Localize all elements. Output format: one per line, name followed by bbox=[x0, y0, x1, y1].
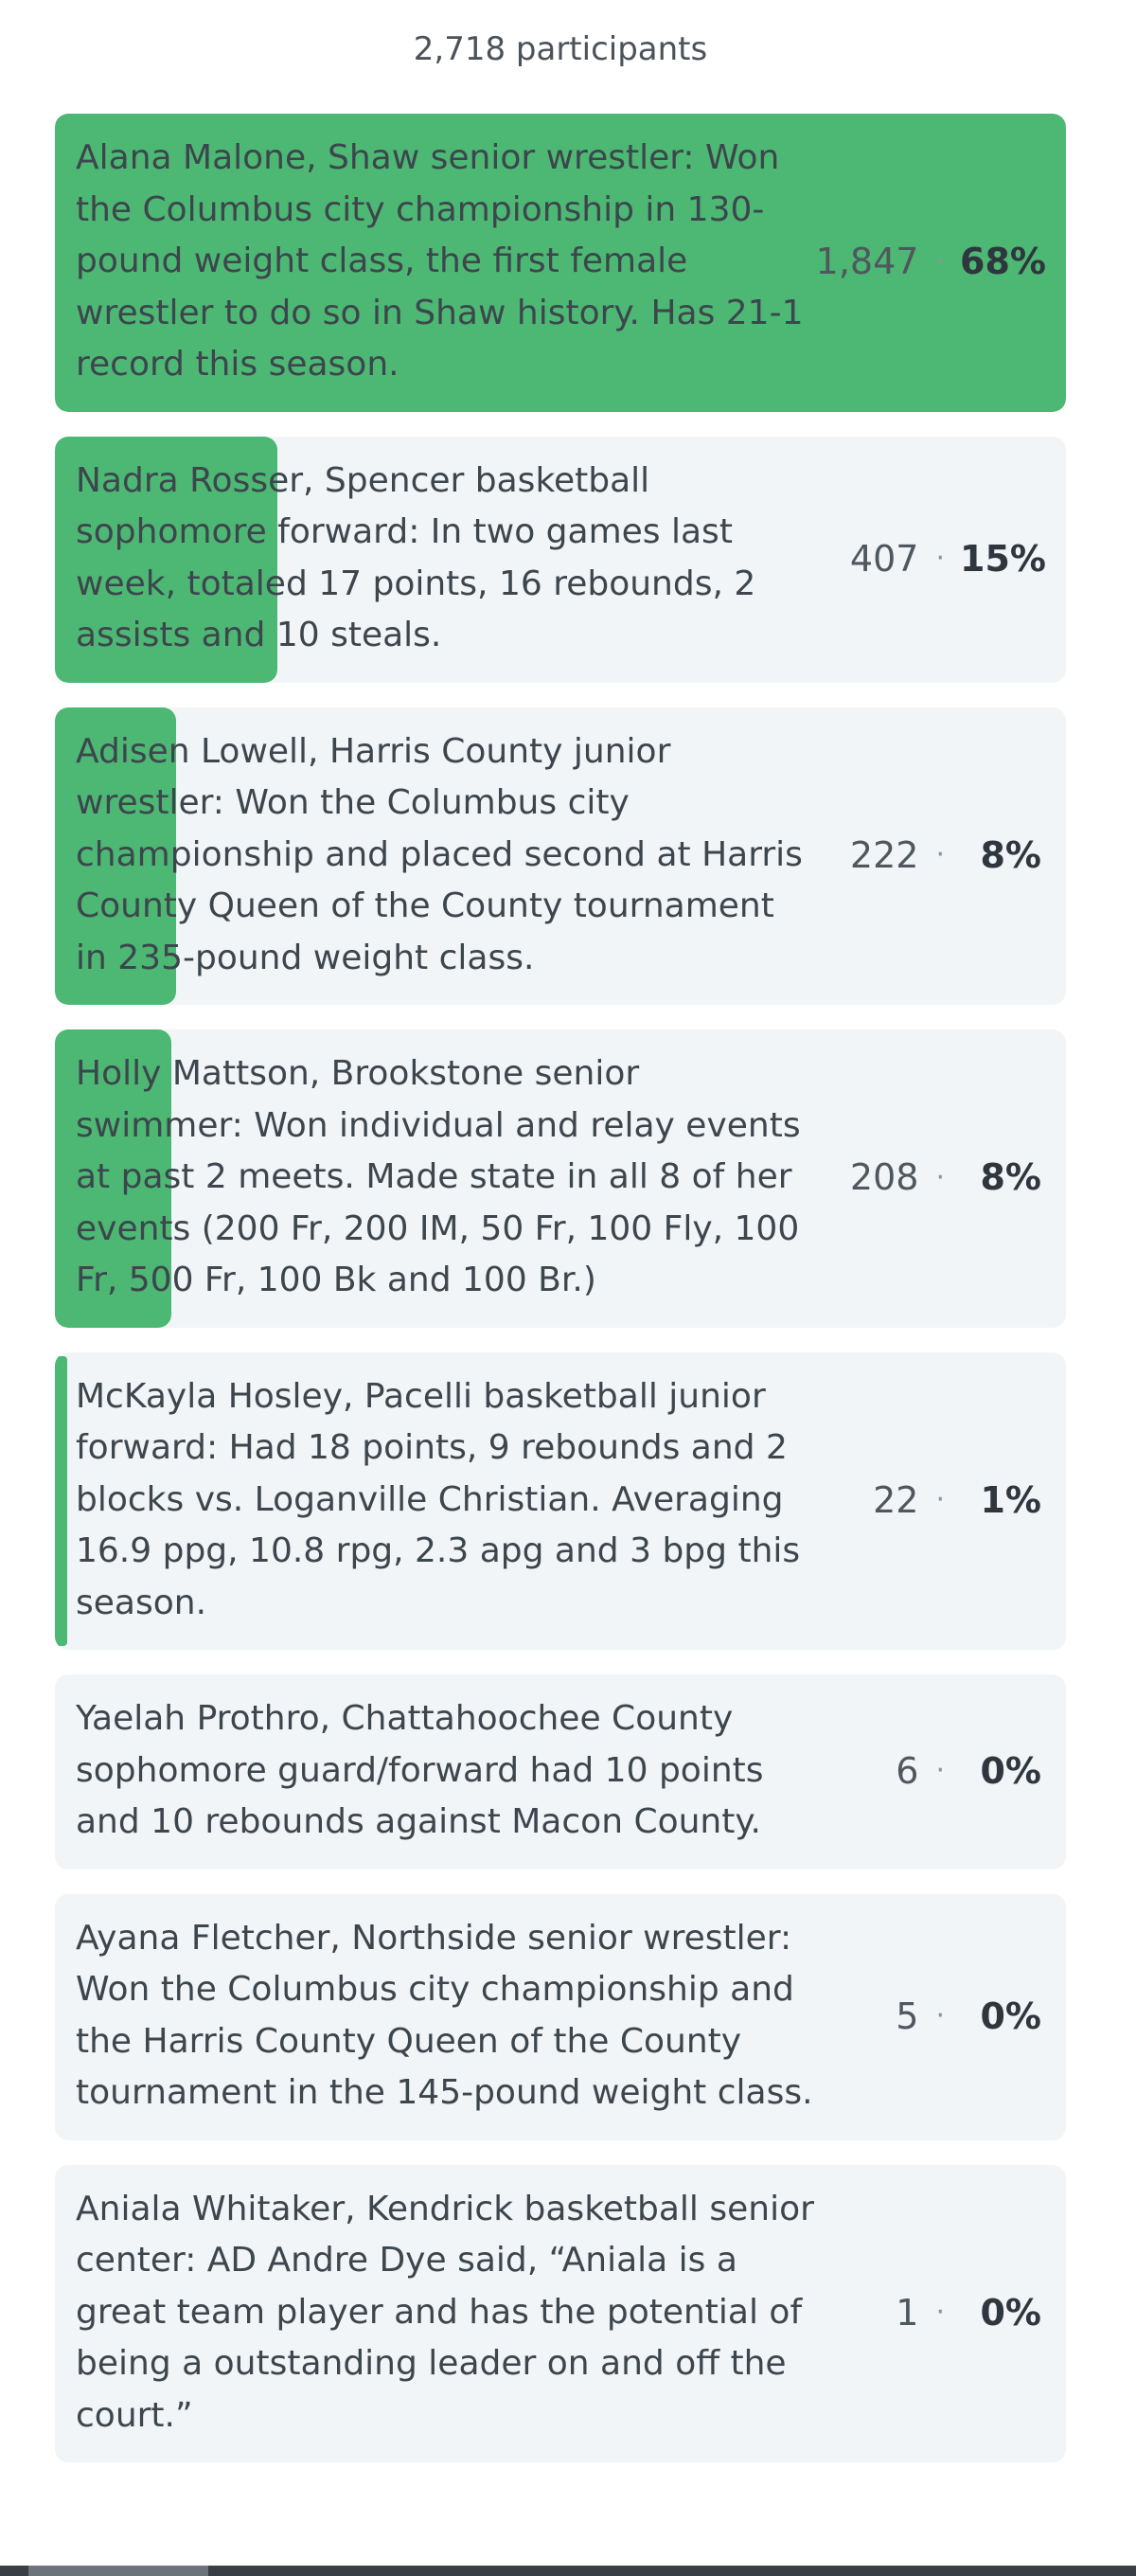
separator-dot: · bbox=[935, 1999, 945, 2032]
separator-dot: · bbox=[935, 244, 945, 278]
separator-dot: · bbox=[935, 1160, 945, 1194]
option-stats: 407 · 15% bbox=[814, 537, 1046, 580]
vote-count: 22 bbox=[873, 1478, 919, 1521]
poll-option[interactable]: Nadra Rosser, Spencer basketball sophomo… bbox=[55, 436, 1066, 683]
result-bar bbox=[55, 1355, 67, 1646]
option-stats: 22 · 1% bbox=[814, 1479, 1041, 1521]
result-bar bbox=[55, 436, 277, 683]
option-label: Alana Malone, Shaw senior wrestler: Won … bbox=[76, 138, 804, 384]
option-label: Nadra Rosser, Spencer basketball sophomo… bbox=[76, 460, 756, 655]
poll-option[interactable]: Adisen Lowell, Harris County junior wres… bbox=[55, 707, 1066, 1005]
option-label: Holly Mattson, Brookstone senior swimmer… bbox=[76, 1054, 801, 1299]
poll-option[interactable]: Aniala Whitaker, Kendrick basketball sen… bbox=[55, 2164, 1066, 2462]
vote-percent: 15% bbox=[960, 537, 1046, 580]
poll-option[interactable]: Alana Malone, Shaw senior wrestler: Won … bbox=[55, 114, 1066, 412]
option-stats: 1,847 · 68% bbox=[814, 241, 1046, 283]
vote-count: 1 bbox=[896, 2291, 919, 2334]
separator-dot: · bbox=[935, 2296, 945, 2330]
horizontal-scrollbar[interactable] bbox=[0, 2566, 1136, 2576]
option-label: Adisen Lowell, Harris County junior wres… bbox=[76, 731, 803, 977]
poll-option[interactable]: McKayla Hosley, Pacelli basketball junio… bbox=[55, 1351, 1066, 1650]
poll-option[interactable]: Ayana Fletcher, Northside senior wrestle… bbox=[55, 1893, 1066, 2140]
separator-dot: · bbox=[935, 1754, 945, 1788]
vote-percent: 1% bbox=[980, 1478, 1041, 1521]
option-label: McKayla Hosley, Pacelli basketball junio… bbox=[76, 1376, 801, 1622]
separator-dot: · bbox=[935, 838, 945, 872]
option-stats: 5 · 0% bbox=[814, 1995, 1041, 2037]
option-label: Yaelah Prothro, Chattahoochee County sop… bbox=[76, 1699, 764, 1841]
vote-percent: 0% bbox=[980, 1749, 1041, 1792]
poll-option[interactable]: Yaelah Prothro, Chattahoochee County sop… bbox=[55, 1674, 1066, 1869]
result-bar bbox=[55, 114, 1066, 412]
vote-count: 208 bbox=[849, 1156, 919, 1199]
vote-count: 6 bbox=[896, 1749, 919, 1792]
separator-dot: · bbox=[935, 1483, 945, 1517]
vote-count: 1,847 bbox=[815, 241, 919, 283]
vote-percent: 0% bbox=[980, 2291, 1041, 2334]
option-label: Aniala Whitaker, Kendrick basketball sen… bbox=[76, 2189, 814, 2435]
poll-option[interactable]: Holly Mattson, Brookstone senior swimmer… bbox=[55, 1029, 1066, 1328]
participants-count: 2,718 participants bbox=[413, 30, 708, 68]
vote-percent: 68% bbox=[960, 241, 1046, 283]
poll-results-list: Alana Malone, Shaw senior wrestler: Won … bbox=[55, 114, 1066, 2487]
option-stats: 208 · 8% bbox=[814, 1156, 1041, 1198]
vote-percent: 8% bbox=[980, 833, 1041, 876]
vote-count: 5 bbox=[896, 1995, 919, 2037]
result-bar bbox=[55, 707, 177, 1005]
vote-count: 222 bbox=[849, 833, 919, 876]
vote-percent: 0% bbox=[980, 1995, 1041, 2037]
vote-percent: 8% bbox=[980, 1156, 1041, 1199]
scrollbar-thumb[interactable] bbox=[28, 2566, 208, 2576]
separator-dot: · bbox=[935, 542, 945, 575]
option-stats: 222 · 8% bbox=[814, 834, 1041, 876]
vote-count: 407 bbox=[849, 537, 919, 580]
option-label: Ayana Fletcher, Northside senior wrestle… bbox=[76, 1918, 813, 2113]
option-stats: 6 · 0% bbox=[814, 1750, 1041, 1792]
option-stats: 1 · 0% bbox=[814, 2292, 1041, 2334]
result-bar bbox=[55, 1029, 171, 1328]
